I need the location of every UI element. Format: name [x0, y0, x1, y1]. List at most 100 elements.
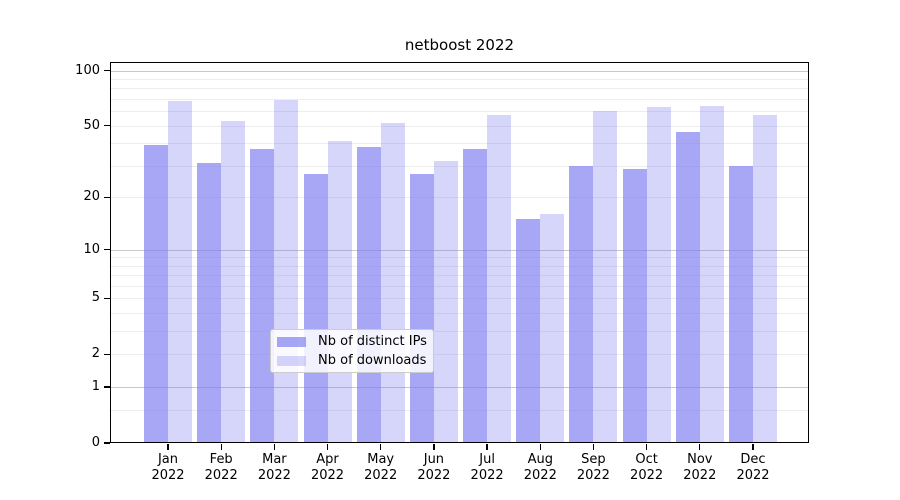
x-tick-label-month: Jul — [479, 452, 495, 467]
x-tick-label-month: Jun — [423, 452, 445, 467]
gridline-minor — [110, 125, 809, 127]
x-tick-mark — [486, 443, 488, 450]
y-tick-label: 0 — [91, 435, 100, 450]
bar-downloads — [433, 160, 458, 443]
gridline-minor — [110, 354, 809, 356]
bar-distinct-ips — [409, 174, 434, 443]
x-tick-label-year: 2022 — [736, 468, 770, 483]
y-tick-mark — [103, 69, 110, 72]
x-tick-mark — [752, 443, 754, 450]
bar-downloads — [646, 107, 671, 443]
bar-distinct-ips — [675, 132, 700, 443]
gridline-major — [110, 249, 809, 251]
x-tick-label-year: 2022 — [310, 468, 345, 483]
bar-distinct-ips — [250, 149, 275, 443]
gridline-minor — [110, 275, 809, 277]
x-tick-label-month: Sep — [581, 452, 606, 467]
x-tick-label: Aug 2022 — [513, 452, 567, 484]
bar-downloads — [380, 122, 405, 443]
bar-downloads — [168, 101, 192, 443]
x-tick-mark — [380, 443, 382, 450]
gridline-minor — [110, 98, 809, 100]
y-tick-mark — [103, 386, 110, 388]
x-tick-label-year: 2022 — [257, 468, 291, 483]
x-tick-label-year: 2022 — [151, 468, 185, 483]
y-tick-mark — [103, 297, 110, 299]
x-tick-mark — [539, 443, 541, 450]
x-tick-label-year: 2022 — [470, 468, 504, 483]
x-tick-mark — [273, 443, 275, 450]
legend-swatch-downloads — [277, 355, 306, 366]
y-tick-label: 10 — [83, 241, 100, 257]
bar-downloads — [540, 214, 565, 443]
bar-distinct-ips — [622, 168, 647, 443]
gridline-minor — [110, 265, 809, 267]
bar-downloads — [593, 111, 618, 443]
chart-title: netboost 2022 — [404, 36, 515, 54]
x-tick-label-year: 2022 — [576, 468, 610, 483]
legend-swatch-distinct-ips — [277, 336, 306, 347]
gridline-minor — [110, 298, 809, 300]
x-tick-label: Nov 2022 — [673, 452, 727, 484]
x-tick-label-month: Apr — [316, 452, 339, 467]
bar-distinct-ips — [144, 145, 168, 443]
bar-downloads — [487, 115, 512, 443]
bar-downloads — [327, 141, 352, 443]
x-tick-mark — [220, 443, 222, 450]
x-tick-label: Feb 2022 — [194, 452, 248, 484]
gridline-minor — [110, 257, 809, 259]
bar-distinct-ips — [569, 165, 594, 443]
y-tick-label: 20 — [83, 189, 100, 205]
y-tick-mark — [103, 442, 110, 444]
y-tick-mark — [103, 248, 110, 251]
x-tick-label: Jun 2022 — [407, 452, 461, 484]
bar-distinct-ips — [463, 149, 488, 443]
bar-distinct-ips — [197, 163, 222, 443]
x-tick-label-month: Jan — [157, 452, 179, 467]
legend: Nb of distinct IPs Nb of downloads — [270, 329, 434, 373]
x-tick-label-month: Oct — [635, 452, 658, 467]
x-tick-label: Dec 2022 — [726, 452, 780, 484]
y-tick-label: 100 — [75, 62, 100, 78]
x-tick-label: Jul 2022 — [460, 452, 514, 484]
gridline-major — [110, 387, 809, 389]
x-tick-label-month: May — [367, 452, 395, 467]
x-tick-label-month: Feb — [209, 452, 233, 467]
x-tick-label: Apr 2022 — [301, 452, 355, 484]
gridline-minor — [110, 111, 809, 113]
bar-downloads — [221, 121, 246, 443]
gridline-minor — [110, 165, 809, 167]
x-tick-label: Sep 2022 — [566, 452, 620, 484]
x-tick-label-year: 2022 — [630, 468, 664, 483]
legend-label: Nb of distinct IPs — [318, 334, 427, 349]
bar-distinct-ips — [729, 165, 753, 443]
gridline-minor — [110, 197, 809, 199]
gridline-minor — [110, 143, 809, 145]
x-tick-label-year: 2022 — [204, 468, 238, 483]
y-tick-label: 2 — [91, 346, 100, 362]
x-tick-label: Mar 2022 — [247, 452, 301, 484]
legend-item: Nb of distinct IPs — [277, 334, 427, 349]
x-tick-label-month: Dec — [740, 452, 766, 467]
y-tick-mark — [103, 196, 110, 198]
gridline-minor — [110, 78, 809, 80]
x-tick-mark — [646, 443, 648, 450]
x-tick-label-year: 2022 — [417, 468, 451, 483]
bar-distinct-ips — [303, 174, 328, 443]
bar-downloads — [753, 115, 777, 443]
x-tick-label: May 2022 — [354, 452, 408, 484]
x-tick-mark — [167, 443, 169, 450]
legend-item: Nb of downloads — [277, 353, 426, 368]
x-tick-label: Oct 2022 — [620, 452, 674, 484]
x-tick-label-year: 2022 — [683, 468, 717, 483]
bar-distinct-ips — [356, 147, 381, 443]
x-tick-label-year: 2022 — [364, 468, 398, 483]
gridline-minor — [110, 313, 809, 315]
x-tick-mark — [433, 443, 435, 450]
y-tick-label: 5 — [91, 290, 100, 306]
gridline-major — [110, 70, 809, 72]
y-tick-label: 50 — [83, 117, 100, 133]
x-tick-mark — [592, 443, 595, 450]
bar-downloads — [274, 100, 299, 443]
